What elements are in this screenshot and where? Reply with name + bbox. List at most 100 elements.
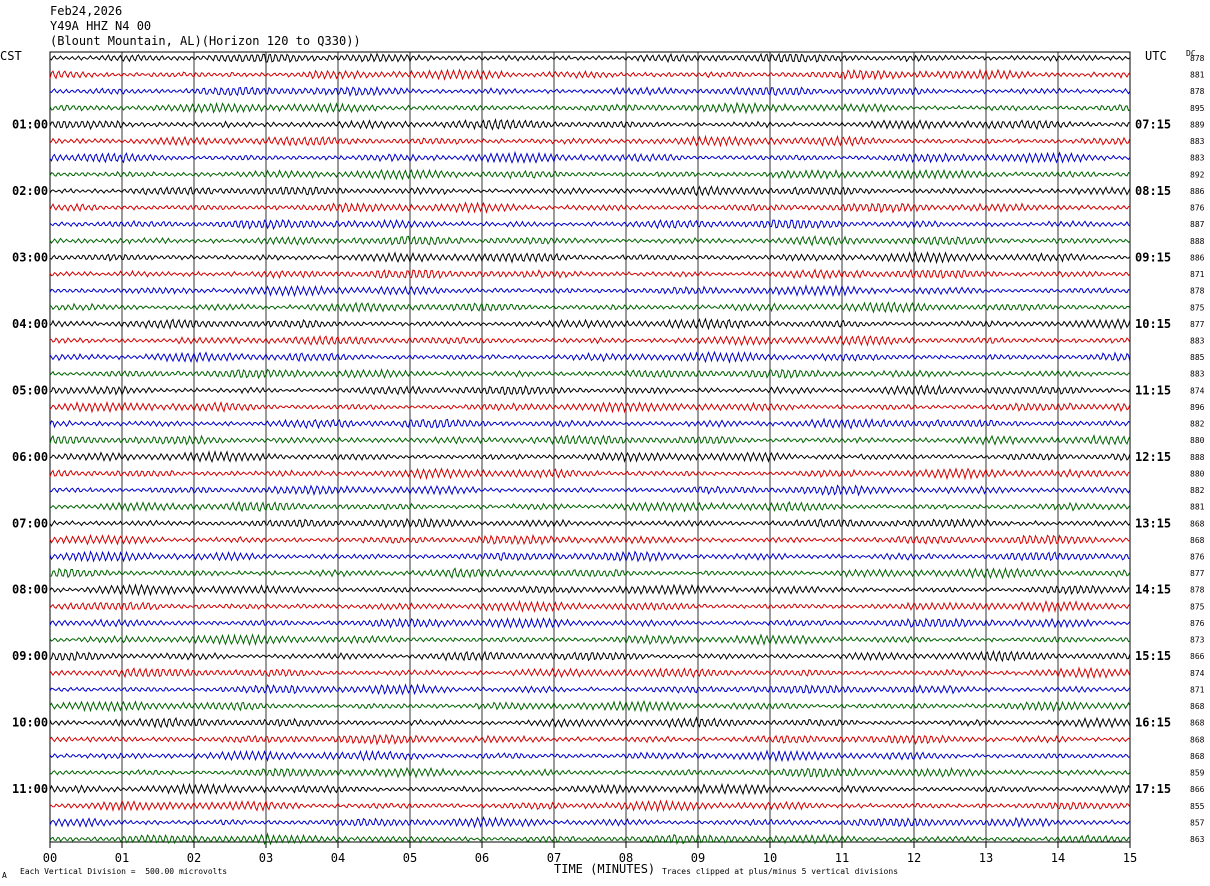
- seismic-trace: [49, 649, 1131, 663]
- seismic-trace: [49, 799, 1131, 813]
- dc-value: 885: [1190, 353, 1205, 362]
- utc-hour-label: 17:15: [1135, 782, 1171, 796]
- seismic-trace: [49, 716, 1131, 729]
- seismic-trace: [49, 617, 1131, 629]
- seismic-trace: [49, 101, 1131, 115]
- dc-value: 883: [1190, 154, 1205, 163]
- seismic-trace: [49, 484, 1131, 497]
- seismic-trace: [49, 749, 1131, 763]
- dc-value: 883: [1190, 137, 1205, 146]
- minute-tick-label: 02: [187, 851, 201, 865]
- clip-note: Traces clipped at plus/minus 5 vertical …: [662, 867, 899, 876]
- dc-value: 868: [1190, 735, 1205, 744]
- dc-value: 877: [1190, 569, 1205, 578]
- seismic-trace: [49, 368, 1131, 380]
- dc-value: 882: [1190, 486, 1205, 495]
- minute-tick-label: 05: [403, 851, 417, 865]
- dc-value: 876: [1190, 204, 1205, 213]
- minute-tick-label: 07: [547, 851, 561, 865]
- seismic-trace: [49, 683, 1131, 696]
- dc-value: 886: [1190, 187, 1205, 196]
- right-timezone: UTC: [1145, 49, 1167, 63]
- dc-value: 886: [1190, 253, 1205, 262]
- seismic-trace: [49, 150, 1131, 165]
- minute-tick-label: 11: [835, 851, 849, 865]
- dc-value: 878: [1190, 287, 1205, 296]
- dc-value: 875: [1190, 303, 1205, 312]
- dc-value: 874: [1190, 386, 1205, 395]
- seismic-trace: [49, 816, 1131, 829]
- utc-hour-label: 12:15: [1135, 450, 1171, 464]
- seismic-trace: [49, 500, 1131, 513]
- utc-hour-label: 15:15: [1135, 649, 1171, 663]
- seismic-trace: [49, 117, 1131, 131]
- dc-value: 866: [1190, 652, 1205, 661]
- minute-tick-label: 15: [1123, 851, 1137, 865]
- utc-hour-label: 14:15: [1135, 583, 1171, 597]
- seismic-trace: [49, 400, 1131, 414]
- dc-value: 889: [1190, 120, 1205, 129]
- minute-tick-label: 03: [259, 851, 273, 865]
- dc-value: 868: [1190, 519, 1205, 528]
- utc-hour-label: 09:15: [1135, 250, 1171, 264]
- seismic-trace: [49, 134, 1131, 148]
- seismic-trace: [49, 417, 1131, 430]
- cst-hour-label: 02:00: [12, 184, 48, 198]
- minute-tick-label: 13: [979, 851, 993, 865]
- cst-hour-label: 11:00: [12, 782, 48, 796]
- dc-value: 855: [1190, 802, 1205, 811]
- dc-value: 866: [1190, 785, 1205, 794]
- seismic-trace: [49, 317, 1131, 331]
- station-code: Y49A HHZ N4 00: [50, 19, 152, 33]
- seismic-trace: [49, 85, 1131, 98]
- station-location: (Blount Mountain, AL)(Horizon 120 to Q33…: [50, 34, 361, 48]
- label-group: 00 01 02 03 04 05 06 07 08 09 10 11 12 13 14 15 878 881 87…: [12, 54, 1205, 865]
- minute-tick-label: 14: [1051, 851, 1065, 865]
- seismic-trace: [49, 218, 1131, 230]
- dc-value: 878: [1190, 87, 1205, 96]
- seismic-trace: [49, 168, 1131, 181]
- cst-hour-label: 04:00: [12, 317, 48, 331]
- left-timezone: CST: [0, 49, 22, 63]
- utc-hour-label: 07:15: [1135, 117, 1171, 131]
- dc-value: 896: [1190, 403, 1205, 412]
- seismic-trace: [49, 533, 1131, 546]
- dc-value: 882: [1190, 420, 1205, 429]
- cst-hour-label: 10:00: [12, 716, 48, 730]
- utc-hour-label: 16:15: [1135, 716, 1171, 730]
- seismic-trace: [49, 517, 1131, 529]
- seismic-trace: [49, 350, 1131, 364]
- dc-value: 880: [1190, 436, 1205, 445]
- dc-value: 868: [1190, 702, 1205, 711]
- seismic-trace: [49, 566, 1131, 580]
- dc-header: DC: [1186, 49, 1196, 58]
- seismic-trace: [49, 384, 1131, 396]
- seismic-trace: [49, 583, 1131, 597]
- minute-tick-label: 00: [43, 851, 57, 865]
- seismic-trace: [49, 334, 1131, 347]
- dc-value: 883: [1190, 336, 1205, 345]
- dc-value: 868: [1190, 536, 1205, 545]
- cst-hour-label: 05:00: [12, 383, 48, 397]
- utc-hour-label: 11:15: [1135, 383, 1171, 397]
- dc-value: 888: [1190, 237, 1205, 246]
- scale-note: Each Vertical Division = 500.00 microvol…: [20, 867, 228, 876]
- minute-grid: [49, 51, 1131, 848]
- cst-hour-label: 08:00: [12, 583, 48, 597]
- dc-value: 887: [1190, 220, 1205, 229]
- cst-hour-label: 07:00: [12, 516, 48, 530]
- seismic-trace: [49, 434, 1131, 446]
- cst-hour-label: 09:00: [12, 649, 48, 663]
- seismic-trace: [49, 699, 1131, 713]
- dc-value: 876: [1190, 619, 1205, 628]
- dc-value: 868: [1190, 752, 1205, 761]
- utc-hour-label: 13:15: [1135, 516, 1171, 530]
- dc-value: 878: [1190, 586, 1205, 595]
- seismic-trace: [49, 301, 1131, 314]
- dc-value: 888: [1190, 453, 1205, 462]
- dc-value: 892: [1190, 170, 1205, 179]
- seismic-trace: [49, 550, 1131, 563]
- seismic-trace: [49, 766, 1131, 779]
- seismic-trace: [49, 235, 1131, 247]
